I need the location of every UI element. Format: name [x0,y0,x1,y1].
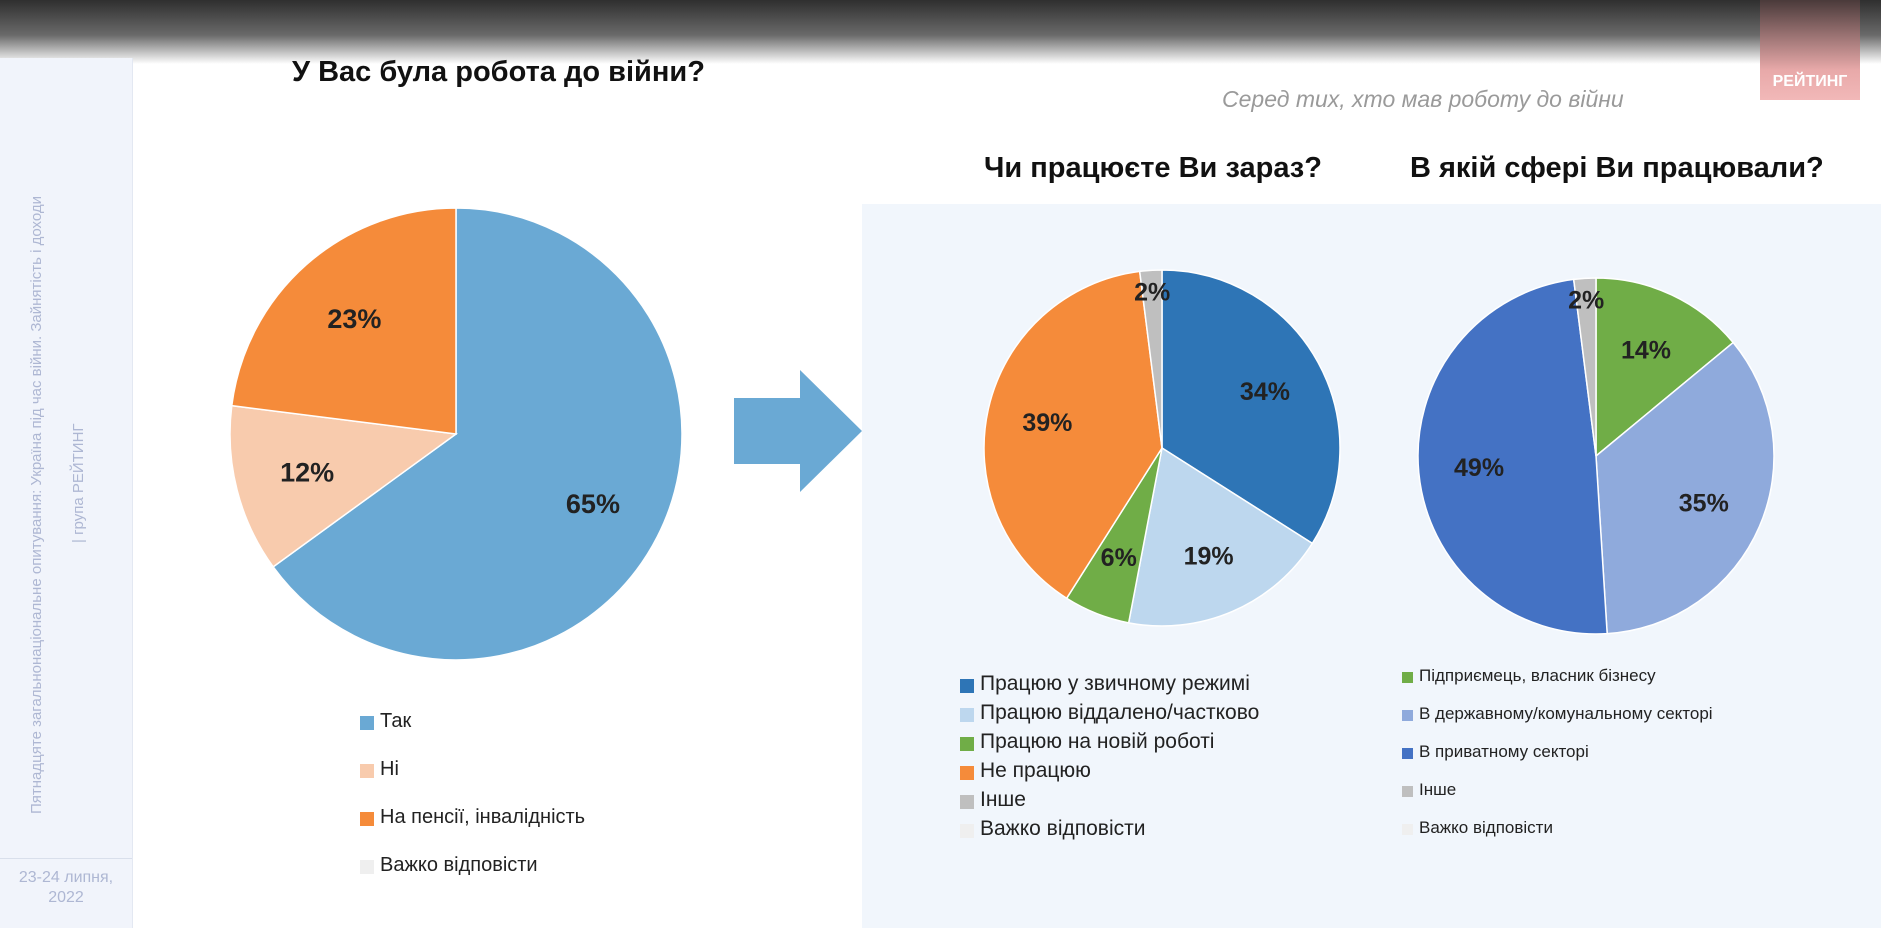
legend-label: На пенсії, інвалідність [380,806,586,828]
data-label: 34% [1240,378,1290,406]
chart-title-3: В якій сфері Ви працювали? [1410,152,1824,184]
legend-label: Важко відповісти [380,854,538,876]
legend-label: Ні [380,758,399,780]
legend-item: Важко відповісти [960,817,1145,844]
legend-label: Підприємець, власник бізнесу [1419,666,1656,685]
survey-date: 23-24 липня, 2022 [18,869,114,906]
data-label: 12% [280,458,334,488]
rating-logo: РЕЙТИНГ [1760,0,1860,100]
logo-text: РЕЙТИНГ [1772,73,1848,90]
legend-label: Важко відповісти [980,817,1146,840]
chart-title-2: Чи працюєте Ви зараз? [984,152,1322,184]
chart-title-1: У Вас була робота до війни? [292,56,705,88]
legend-item: В приватному секторі [1402,742,1589,765]
data-label: 65% [566,489,620,519]
pie-slice [1127,446,1314,627]
legend-item: Так [360,710,411,736]
legend-item: Підприємець, власник бізнесу [1402,666,1656,689]
legend-label: В державному/комунальному секторі [1419,704,1713,723]
pie-slice [1595,341,1775,635]
pie-slice [1161,269,1341,545]
data-label: 14% [1621,336,1671,364]
legend-item: Ні [360,758,399,784]
pie-slice [1138,269,1163,449]
sidebar: Пятнадцяте загальнонаціональне опитуванн… [0,58,133,928]
data-label: 49% [1454,454,1504,482]
legend-swatch [960,794,974,809]
legend-swatch [960,678,974,693]
legend-swatch [360,860,374,874]
subgroup-subtitle: Серед тих, хто мав роботу до війни [1222,86,1624,112]
legend-item: Не працюю [960,759,1091,786]
pie-slice [1572,277,1597,457]
legend-label: Інше [1419,780,1457,799]
data-label: 2% [1568,286,1604,314]
pie-slice [1595,277,1735,458]
top-shadow-band [0,0,1881,64]
legend-label: Важко відповісти [1419,818,1553,837]
legend-item: Працюю на новій роботі [960,730,1214,757]
pie-slice [983,270,1163,600]
legend-item: Працюю у звичному режимі [960,672,1250,699]
legend-swatch [960,736,974,751]
legend-label: В приватному секторі [1419,742,1589,761]
legend-label: Інше [980,788,1026,811]
data-label: 2% [1134,278,1170,306]
legend-swatch [960,707,974,722]
legend-item: Важко відповісти [360,854,538,880]
legend-item: Працюю віддалено/частково [960,701,1259,728]
pie-slice [229,404,458,568]
pie-slice [230,207,457,435]
legend-swatch [360,716,374,730]
data-label: 6% [1101,544,1137,572]
legend-item: Важко відповісти [1402,818,1553,841]
legend-label: Працюю у звичному режимі [980,672,1250,695]
legend-label: Так [380,710,412,732]
legend-label: Не працюю [980,759,1091,782]
legend-swatch [960,823,974,838]
legend-item: В державному/комунальному секторі [1402,704,1713,727]
data-label: 35% [1679,489,1729,517]
legend-item: Інше [1402,780,1456,803]
data-label: 19% [1184,543,1234,571]
legend-swatch [1402,748,1413,759]
sidebar-divider [0,858,132,859]
legend-swatch [1402,672,1413,683]
legend-swatch [960,765,974,780]
data-label: 39% [1022,409,1072,437]
legend-label: Працюю віддалено/частково [980,701,1260,724]
legend-swatch [360,812,374,826]
legend-swatch [1402,710,1413,721]
arrow-right-icon [734,370,862,492]
data-label: 23% [327,304,381,334]
pie-slice [1417,278,1608,635]
legend-item: На пенсії, інвалідність [360,806,585,832]
legend-label: Працюю на новій роботі [980,730,1215,753]
legend-item: Інше [960,788,1026,815]
legend-swatch [360,764,374,778]
legend-swatch [1402,786,1413,797]
legend-swatch [1402,824,1413,835]
pie-slice [272,207,683,661]
